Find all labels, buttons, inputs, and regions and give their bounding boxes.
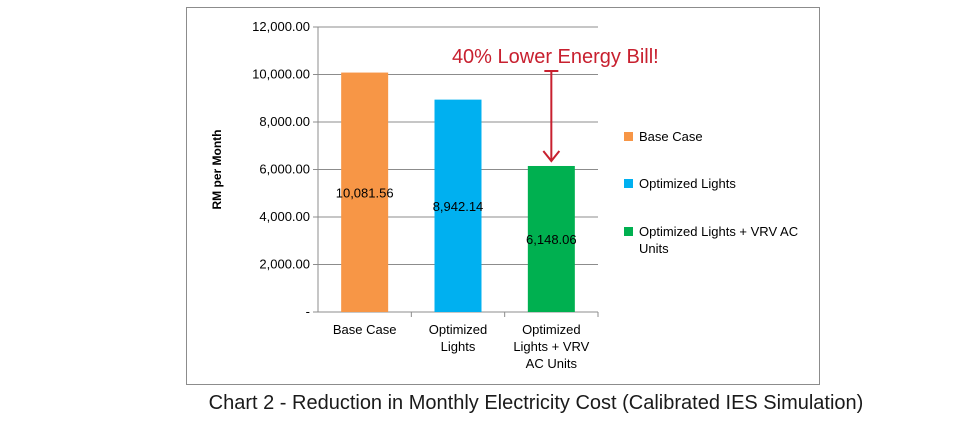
- x-tick-label: Optimized: [522, 322, 581, 337]
- legend-swatch: [624, 132, 633, 141]
- data-label: 8,942.14: [433, 199, 484, 214]
- legend-label: Units: [639, 241, 669, 256]
- legend-label: Optimized Lights + VRV AC: [639, 224, 798, 239]
- y-tick-label: 6,000.00: [259, 162, 310, 177]
- chart-frame: - 2,000.00 4,000.00 6,000.00 8,000.00 10,000.…: [186, 7, 820, 385]
- chart-caption: Chart 2 - Reduction in Monthly Electrici…: [208, 392, 864, 414]
- x-tick-label: Base Case: [333, 322, 397, 337]
- legend-label: Base Case: [639, 129, 703, 144]
- y-axis-title: RM per Month: [210, 130, 224, 210]
- legend-swatch: [624, 227, 633, 236]
- legend-label: Optimized Lights: [639, 176, 736, 191]
- legend-swatch: [624, 179, 633, 188]
- y-tick-label: -: [306, 304, 310, 319]
- data-label: 10,081.56: [336, 185, 394, 200]
- y-tick-label: 10,000.00: [252, 67, 310, 82]
- bar: [527, 165, 575, 312]
- x-tick-label: Optimized: [429, 322, 488, 337]
- annotation-arrow-head: [542, 150, 561, 163]
- bar-chart: - 2,000.00 4,000.00 6,000.00 8,000.00 10,000.…: [210, 19, 798, 371]
- bar: [434, 99, 482, 312]
- data-label: 6,148.06: [526, 232, 577, 247]
- x-tick-label: Lights + VRV: [513, 339, 589, 354]
- annotation-text: 40% Lower Energy Bill!: [452, 46, 659, 68]
- y-tick-label: 4,000.00: [259, 209, 310, 224]
- y-tick-label: 2,000.00: [259, 257, 310, 272]
- y-tick-label: 12,000.00: [252, 19, 310, 34]
- x-tick-label: AC Units: [526, 356, 578, 371]
- y-tick-label: 8,000.00: [259, 114, 310, 129]
- x-tick-label: Lights: [441, 339, 476, 354]
- bar: [341, 72, 389, 312]
